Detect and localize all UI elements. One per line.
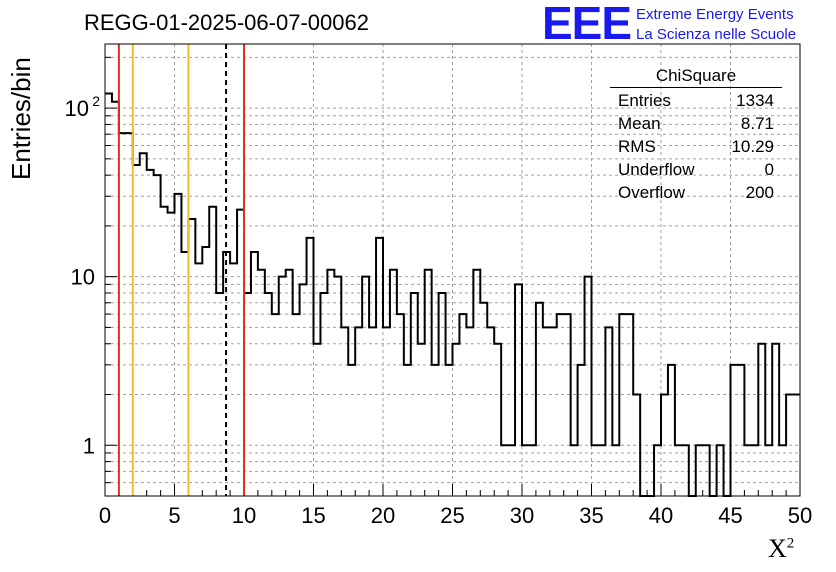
plot-area: [105, 44, 800, 496]
x-tick-label: 25: [440, 503, 464, 528]
plot-frame: [104, 43, 801, 497]
stats-title: ChiSquare: [610, 66, 782, 88]
stats-label: Underflow: [618, 160, 695, 179]
stats-label: Mean: [618, 114, 661, 133]
y-axis-label: Entries/bin: [6, 57, 36, 180]
x-tick-label: 10: [232, 503, 256, 528]
x-tick-label: 45: [718, 503, 742, 528]
x-tick-label: 20: [371, 503, 395, 528]
y-tick-label: 10: [65, 96, 89, 121]
stats-label: RMS: [618, 137, 656, 156]
y-tick-exponent: 2: [92, 93, 100, 109]
x-axis-label-base: X: [768, 534, 787, 563]
x-tick-label: 30: [510, 503, 534, 528]
stats-row: Entries 1334: [610, 89, 782, 112]
stats-row: Underflow 0: [610, 158, 782, 181]
histogram-outline: [105, 92, 800, 497]
logo-line-2: La Scienza nelle Scuole: [636, 26, 797, 43]
stats-row: Overflow 200: [610, 181, 782, 204]
chart-title: REGG-01-2025-06-07-00062: [84, 10, 369, 35]
stats-value: 10.29: [731, 137, 774, 156]
x-tick-label: 50: [788, 503, 812, 528]
y-tick-label: 10: [71, 265, 95, 290]
x-axis-label: X2: [768, 534, 794, 564]
x-tick-label: 40: [649, 503, 673, 528]
eee-logo: EEE: [542, 0, 632, 49]
stats-row: Mean 8.71: [610, 112, 782, 135]
logo-line-1: Extreme Energy Events: [636, 6, 794, 23]
stats-value: 200: [745, 183, 774, 202]
x-tick-label: 0: [99, 503, 111, 528]
x-tick-label: 15: [301, 503, 325, 528]
y-tick-label: 1: [83, 433, 95, 458]
x-tick-label: 5: [168, 503, 180, 528]
stats-label: Overflow: [618, 183, 686, 202]
x-tick-label: 35: [579, 503, 603, 528]
stats-box: ChiSquare Entries 1334 Mean 8.71 RMS 10.29 …: [610, 66, 782, 204]
x-axis-label-exponent: 2: [786, 535, 795, 552]
stats-value: 1334: [736, 91, 774, 110]
stats-value: 8.71: [740, 114, 774, 133]
stats-label: Entries: [618, 91, 671, 110]
stats-row: RMS 10.29: [610, 135, 782, 158]
stats-value: 0: [764, 160, 774, 179]
